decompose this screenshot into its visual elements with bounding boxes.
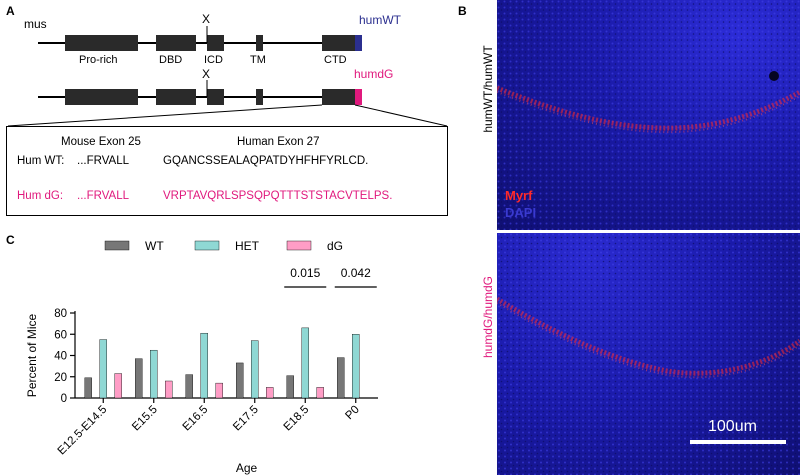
construct-label-dg: humdG <box>354 67 394 81</box>
domain-label-tm: TM <box>250 54 266 66</box>
scale-bar-label: 100um <box>708 418 757 435</box>
bar-wt <box>236 362 244 399</box>
dg-human-seq: VRPTAVQRLSPSQPQTTTSTSTACVTELPS. <box>163 190 393 202</box>
domain-pro-rich-dg <box>65 89 138 105</box>
bar-wt <box>337 357 345 399</box>
wt-seq-label: Hum WT: <box>17 155 65 167</box>
genotype-label-bottom: humdG/humdG <box>481 275 495 359</box>
bar-het <box>352 334 360 399</box>
x-tick-label: P0 <box>343 404 361 422</box>
micrograph-bottom <box>497 233 800 475</box>
chart-legend: WT HET dG <box>104 239 343 253</box>
domain-label-pro-rich: Pro-rich <box>79 54 118 66</box>
legend-label-het: HET <box>235 239 260 253</box>
wt-mouse-seq: ...FRVALL <box>77 155 129 167</box>
bar-het <box>150 349 158 399</box>
domain-tm-dg <box>256 89 263 105</box>
bar-dg <box>266 387 274 399</box>
chart-bars <box>84 327 360 399</box>
x-tick-label: E12.5-E14.5 <box>56 404 110 458</box>
bar-wt <box>135 358 143 399</box>
bar-wt <box>286 375 294 399</box>
micrograph-top <box>497 0 800 230</box>
x-axis-label: Age <box>236 461 258 475</box>
legend-swatch-wt <box>104 240 130 251</box>
domain-label-dbd: DBD <box>159 54 183 66</box>
domain-dbd-dg <box>156 89 196 105</box>
legend-label-dg: dG <box>327 239 343 253</box>
domain-label-icd: ICD <box>204 54 223 66</box>
x-tick-label: E15.5 <box>130 404 160 434</box>
panel-a-letter: A <box>6 4 15 18</box>
human-exon-wt <box>355 35 362 51</box>
chart-annotations: 0.015 0.042 <box>284 266 377 288</box>
y-tick-label: 60 <box>54 329 67 341</box>
panel-c-letter: C <box>6 233 15 247</box>
construct-wt <box>38 26 362 51</box>
gene-construct-diagram <box>7 26 448 126</box>
panel-b-letter: B <box>458 4 467 18</box>
bar-wt <box>185 374 193 399</box>
bar-dg <box>215 382 223 399</box>
bar-het <box>301 327 309 399</box>
y-axis-label: Percent of Mice <box>25 313 39 397</box>
domain-label-ctd: CTD <box>324 54 347 66</box>
bar-het <box>251 340 259 399</box>
y-tick-label: 20 <box>54 372 67 384</box>
bar-het <box>99 339 107 399</box>
knockout-mark-dg: X <box>202 67 211 81</box>
knockout-mark-wt: X <box>202 12 211 26</box>
y-tick-label: 0 <box>61 393 67 405</box>
x-tick-label: E18.5 <box>282 404 312 434</box>
dg-mouse-seq: ...FRVALL <box>77 190 129 202</box>
human-exon-dg <box>355 89 362 105</box>
construct-label-wt: humWT <box>359 13 401 27</box>
exon-human-header: Human Exon 27 <box>237 136 320 148</box>
legend-label-wt: WT <box>145 239 164 253</box>
significance-label: 0.015 <box>290 266 320 280</box>
domain-icd-dg <box>207 89 224 105</box>
domain-ctd-wt <box>322 35 355 51</box>
significance-label: 0.042 <box>341 266 371 280</box>
domain-pro-rich-wt <box>65 35 138 51</box>
x-tick-label: E17.5 <box>231 404 261 434</box>
legend-swatch-het <box>194 240 220 251</box>
domain-tm-wt <box>256 35 263 51</box>
x-tick-label: E16.5 <box>181 404 211 434</box>
scale-bar <box>690 440 786 444</box>
domain-dbd-wt <box>156 35 196 51</box>
bar-dg <box>316 387 324 399</box>
legend-dapi: DAPI <box>505 205 537 220</box>
percent-of-mice-bar-chart: 0 20 40 60 80 Percent of Mice E12.5-E14.5 E15.5… <box>25 239 378 475</box>
construct-dg <box>7 80 448 126</box>
wt-human-seq: GQANCSSEALAQPATDYHFHFYRLCD. <box>163 155 369 167</box>
bar-dg <box>165 380 173 399</box>
legend-myrf: Myrf <box>505 188 533 203</box>
bar-dg <box>114 373 122 399</box>
legend-swatch-dg <box>286 240 312 251</box>
bar-wt <box>84 377 92 399</box>
exon-mouse-header: Mouse Exon 25 <box>61 136 141 148</box>
domain-icd-wt <box>207 35 224 51</box>
y-tick-label: 40 <box>54 351 67 363</box>
dg-seq-label: Hum dG: <box>17 190 64 202</box>
y-tick-label: 80 <box>54 308 67 320</box>
genotype-label-top: humWT/humWT <box>481 45 495 133</box>
bar-het <box>200 332 208 399</box>
domain-ctd-dg <box>322 89 355 105</box>
sequence-comparison-box: Mouse Exon 25 Human Exon 27 Hum WT: ...F… <box>6 126 448 216</box>
species-label: mus <box>24 17 47 31</box>
